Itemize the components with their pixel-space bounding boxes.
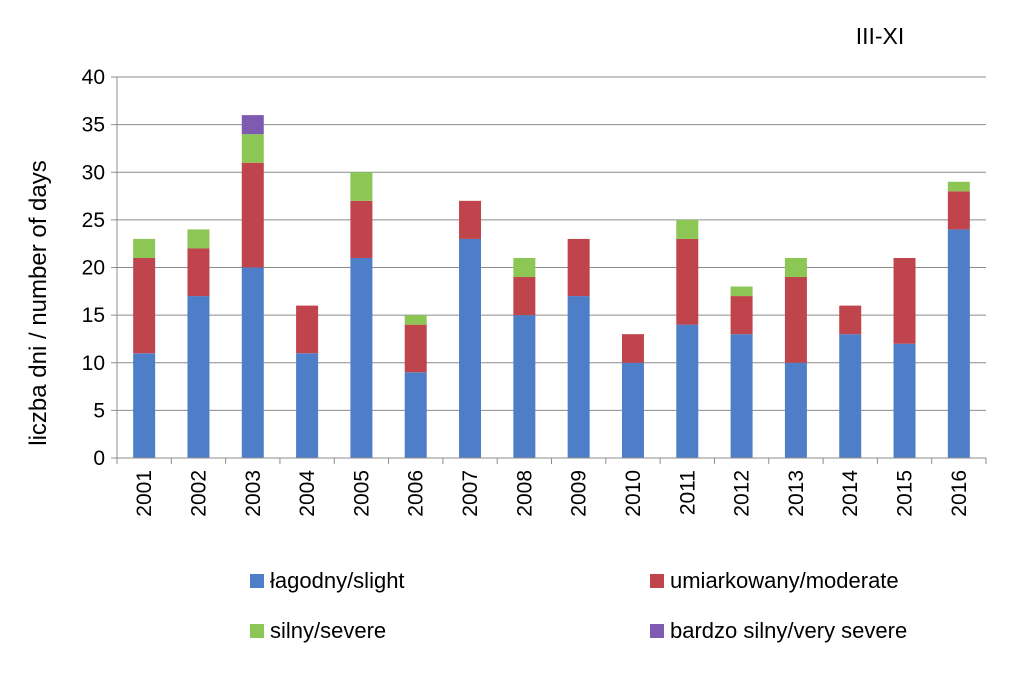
bar-moderate-2011: [676, 238, 699, 325]
legend-label-severe: silny/severe: [270, 618, 387, 643]
bar-moderate-2009: [567, 238, 590, 297]
bar-slight-2004: [296, 353, 319, 458]
bar-moderate-2010: [621, 334, 644, 363]
bar-very-severe-2003: [241, 115, 264, 135]
x-tick-label: 2009: [568, 470, 591, 517]
bars-layer: [133, 115, 970, 458]
x-tick-label: 2002: [187, 470, 210, 517]
legend-item-slight: łagodny/slight: [250, 568, 405, 594]
x-tick-label: 2001: [133, 470, 156, 517]
bar-moderate-2014: [839, 305, 862, 335]
y-axis-label: liczba dni / number of days: [25, 160, 52, 445]
bar-severe-2006: [404, 315, 427, 325]
legend-swatch-moderate: [650, 574, 664, 588]
x-tick-label: 2014: [839, 470, 862, 517]
bar-severe-2013: [784, 257, 807, 278]
bar-slight-2006: [404, 372, 427, 458]
bar-severe-2016: [947, 181, 970, 192]
bar-slight-2016: [947, 229, 970, 458]
bar-slight-2013: [784, 362, 807, 458]
x-tick-label: 2013: [785, 470, 808, 517]
x-tick-label: 2016: [948, 470, 971, 517]
x-tick-label: 2010: [622, 470, 645, 517]
bar-slight-2005: [350, 257, 373, 458]
y-tick-label: 30: [82, 161, 105, 184]
bar-moderate-2003: [241, 162, 264, 268]
bar-moderate-2013: [784, 277, 807, 363]
bar-slight-2001: [133, 353, 156, 458]
bar-slight-2003: [241, 267, 264, 458]
legend-item-severe: silny/severe: [250, 618, 386, 644]
bar-slight-2002: [187, 296, 210, 458]
bar-severe-2012: [730, 286, 753, 297]
bar-slight-2009: [567, 296, 590, 458]
x-tick-label: 2005: [350, 470, 373, 517]
bar-slight-2010: [621, 362, 644, 458]
bar-moderate-2016: [947, 191, 970, 230]
y-tick-label: 15: [82, 304, 105, 327]
bar-moderate-2008: [513, 277, 536, 316]
x-tick-label: 2008: [513, 470, 536, 517]
bar-moderate-2002: [187, 248, 210, 297]
legend-swatch-very-severe: [650, 624, 664, 638]
x-tick-label: 2011: [676, 470, 699, 515]
legend-label-moderate: umiarkowany/moderate: [670, 568, 899, 593]
bar-moderate-2007: [459, 200, 482, 239]
bar-slight-2007: [459, 238, 482, 458]
bar-moderate-2015: [893, 257, 916, 344]
bar-severe-2008: [513, 257, 536, 278]
bar-moderate-2004: [296, 305, 319, 354]
x-tick-label: 2012: [731, 470, 754, 517]
bar-slight-2008: [513, 315, 536, 458]
bar-slight-2014: [839, 334, 862, 458]
bar-moderate-2005: [350, 200, 373, 258]
legend-swatch-slight: [250, 574, 264, 588]
x-tick-label: 2003: [242, 470, 265, 517]
legend-label-very-severe: bardzo silny/very severe: [670, 618, 908, 643]
bar-severe-2003: [241, 134, 264, 163]
y-tick-label: 20: [82, 257, 105, 280]
axis-layer: 0 5 10 15 20 25 30 35 40 2001 2002 2003 2004 2005 2006…: [82, 66, 987, 517]
bar-slight-2012: [730, 334, 753, 458]
bar-severe-2011: [676, 219, 699, 239]
y-tick-label: 25: [82, 209, 105, 232]
bar-moderate-2012: [730, 296, 753, 335]
bar-severe-2001: [133, 238, 156, 258]
bar-moderate-2006: [404, 324, 427, 373]
y-tick-label: 0: [93, 447, 105, 470]
x-tick-label: 2004: [296, 470, 319, 517]
x-tick-label: 2007: [459, 470, 482, 517]
y-tick-label: 10: [82, 352, 105, 375]
y-tick-label: 40: [82, 66, 105, 89]
bar-severe-2002: [187, 229, 210, 249]
bar-severe-2005: [350, 172, 373, 201]
bar-slight-2011: [676, 324, 699, 458]
legend-item-very-severe: bardzo silny/very severe: [650, 618, 907, 644]
x-tick-label: 2006: [405, 470, 428, 517]
legend-label-slight: łagodny/slight: [270, 568, 405, 593]
x-tick-label: 2015: [894, 470, 917, 517]
chart-title: III-XI: [856, 23, 905, 49]
bar-moderate-2001: [133, 257, 156, 354]
y-tick-label: 35: [82, 114, 105, 137]
legend-swatch-severe: [250, 624, 264, 638]
bar-slight-2015: [893, 343, 916, 458]
y-tick-label: 5: [93, 399, 105, 422]
legend-item-moderate: umiarkowany/moderate: [650, 568, 899, 594]
